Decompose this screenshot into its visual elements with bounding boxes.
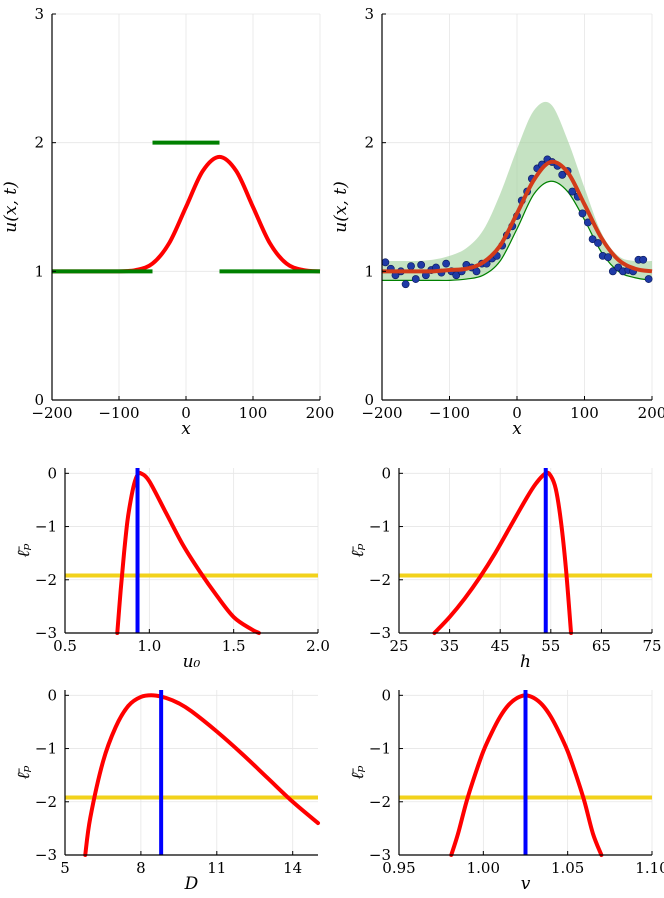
confidence-band [382, 101, 652, 281]
y-tick-label: −3 [369, 846, 391, 864]
profile-curve [83, 693, 320, 857]
data-point [604, 253, 613, 262]
y-tick-label: 1 [364, 262, 374, 280]
x-tick-label: 14 [283, 859, 302, 877]
x-axis-label: h [520, 652, 531, 672]
data-point [644, 275, 653, 283]
profile-curve [115, 470, 261, 635]
x-tick-label: −100 [98, 404, 139, 422]
y-tick-label: 1 [34, 262, 44, 280]
y-axis-label: u(x, t) [1, 181, 21, 232]
x-tick-label: 1.05 [551, 859, 584, 877]
data-point [407, 262, 415, 271]
data-point [381, 258, 390, 267]
y-tick-label: 3 [34, 5, 44, 23]
y-tick-label: 3 [364, 5, 374, 23]
y-axis-label: ℓ̄ₚ [14, 543, 34, 557]
y-tick-label: −2 [369, 571, 391, 589]
y-axis-label: ℓ̄ₚ [348, 765, 368, 779]
chart-panel-6: 0.95 1.00 1.05 1.10 0 −1 −2 −3 v ℓ̄ₚ [348, 686, 664, 894]
x-tick-label: 1.5 [222, 637, 246, 655]
data-point [639, 255, 648, 264]
y-tick-label: −2 [35, 793, 57, 811]
chart-panel-4: 25 35 45 55 65 75 0 −1 −2 −3 h ℓ̄ₚ [348, 464, 662, 672]
chart-panel-3: 0.5 1.0 1.5 2.0 0 −1 −2 −3 u₀ ℓ̄ₚ [14, 464, 330, 672]
x-tick-label: 1.00 [467, 859, 500, 877]
x-tick-label: 200 [638, 404, 664, 422]
x-tick-label: 0 [181, 404, 191, 422]
y-tick-label: −2 [369, 793, 391, 811]
y-tick-label: −2 [35, 571, 57, 589]
x-axis-label: v [521, 874, 531, 894]
data-point [578, 209, 587, 218]
x-tick-label: 2.0 [306, 637, 330, 655]
x-axis-label: x [181, 419, 191, 439]
y-tick-label: −1 [369, 740, 391, 758]
x-tick-label: 11 [207, 859, 226, 877]
chart-panel-1: −200 −100 0 100 200 0 1 2 3 x u(x, t) [1, 5, 334, 439]
data-point [442, 259, 451, 268]
x-axis-label: D [184, 874, 199, 894]
profile-curve [432, 470, 574, 635]
x-tick-label: 5 [60, 859, 70, 877]
data-point [411, 275, 420, 283]
x-axis-label: x [512, 419, 522, 439]
y-tick-label: −3 [35, 624, 57, 642]
x-tick-label: 45 [491, 637, 510, 655]
y-tick-label: 0 [47, 686, 57, 704]
x-tick-label: −200 [361, 404, 402, 422]
data-point [417, 260, 426, 269]
x-tick-label: 1.0 [137, 637, 161, 655]
x-axis-label: u₀ [183, 652, 201, 672]
data-point [401, 280, 410, 289]
y-tick-label: 2 [364, 134, 374, 152]
x-tick-label: 1.10 [635, 859, 664, 877]
x-tick-label: 75 [642, 637, 661, 655]
x-tick-label: 65 [592, 637, 611, 655]
y-tick-label: −1 [369, 518, 391, 536]
data-point [608, 267, 617, 276]
y-tick-label: 0 [381, 464, 391, 482]
x-tick-label: 8 [136, 859, 146, 877]
y-axis-label: u(x, t) [331, 181, 351, 232]
x-tick-label: 0.95 [382, 859, 415, 877]
data-point [588, 235, 597, 244]
y-tick-label: 0 [47, 464, 57, 482]
y-tick-label: 2 [34, 134, 44, 152]
data-point [558, 170, 567, 179]
x-tick-label: −100 [429, 404, 470, 422]
x-tick-label: 35 [440, 637, 459, 655]
chart-panel-5: 5 8 11 14 0 −1 −2 −3 Dℓ̄ₚ [14, 686, 320, 894]
y-tick-label: −1 [35, 740, 57, 758]
fit-curve [382, 159, 653, 274]
x-tick-label: 200 [306, 404, 335, 422]
x-tick-label: 0.5 [53, 637, 77, 655]
y-tick-label: −3 [35, 846, 57, 864]
x-tick-label: −200 [31, 404, 72, 422]
y-tick-label: −3 [369, 624, 391, 642]
y-axis-label: ℓ̄ₚ [14, 765, 34, 779]
x-tick-label: 100 [570, 404, 599, 422]
y-tick-label: 0 [381, 686, 391, 704]
x-tick-label: 55 [541, 637, 560, 655]
data-point [472, 267, 481, 276]
data-point [568, 187, 577, 196]
y-tick-label: 0 [364, 391, 374, 409]
x-tick-label: 25 [389, 637, 408, 655]
x-tick-label: 100 [239, 404, 268, 422]
data-point [594, 239, 602, 247]
y-tick-label: −1 [35, 518, 57, 536]
y-tick-label: 0 [34, 391, 44, 409]
x-tick-label: 0 [512, 404, 522, 422]
chart-panel-2: −200 −100 0 100 200 0 1 2 3 x u(x, t) [331, 5, 664, 439]
y-axis-label: ℓ̄ₚ [348, 543, 368, 557]
